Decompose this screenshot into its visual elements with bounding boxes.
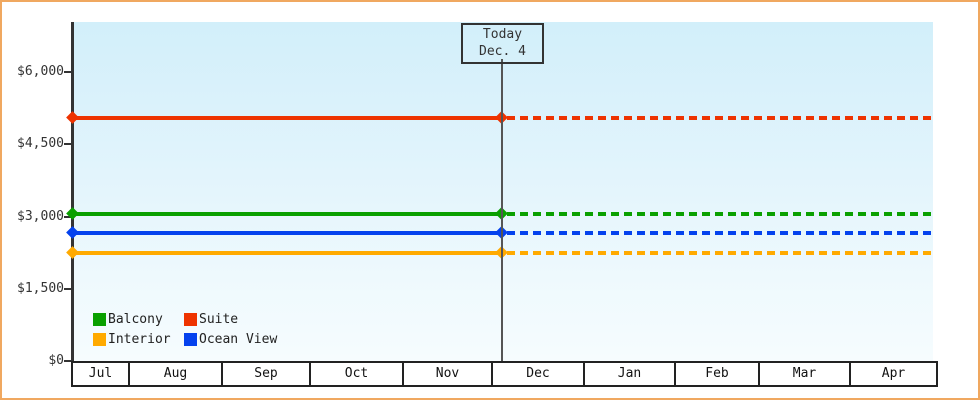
legend-label: Suite xyxy=(199,312,239,327)
legend-swatch-suite xyxy=(184,313,197,326)
legend-label: Interior xyxy=(108,332,171,347)
series-projection-balcony xyxy=(507,212,933,217)
legend-item-balcony: Balcony xyxy=(93,312,184,327)
x-axis-month-cell-apr: Apr xyxy=(881,366,906,381)
legend-label: Balcony xyxy=(108,312,163,327)
x-axis-month-cell-mar: Mar xyxy=(760,363,851,385)
series-projection-ocean-view xyxy=(507,231,933,236)
legend-label: Ocean View xyxy=(199,332,278,347)
today-label: Today xyxy=(482,27,523,42)
y-axis-tick-mark xyxy=(64,360,72,362)
x-axis-month-cell-nov: Nov xyxy=(404,363,493,385)
y-axis-tick-label: $3,000 xyxy=(17,208,64,224)
x-axis-month-cell-sep: Sep xyxy=(223,363,311,385)
x-axis-month-row: Jul Aug Sep Oct Nov Dec Jan Feb Mar Apr xyxy=(71,361,938,387)
series-line-suite xyxy=(73,115,502,120)
x-axis-month-cell-jul: Jul xyxy=(73,363,130,385)
y-axis-tick-mark xyxy=(64,287,72,290)
series-line-ocean-view xyxy=(73,231,502,236)
y-axis xyxy=(71,22,74,362)
x-axis-month-cell-dec: Dec xyxy=(493,363,585,385)
series-line-balcony xyxy=(73,212,502,217)
legend-item-ocean-view: Ocean View xyxy=(184,332,277,347)
y-axis-tick-mark xyxy=(64,143,72,146)
y-axis-tick-label: $0 xyxy=(48,353,64,368)
today-annotation-box: Today Dec. 4 xyxy=(461,23,544,64)
y-axis-tick-label: $6,000 xyxy=(17,64,64,79)
y-axis-tick-mark xyxy=(64,71,72,73)
legend-swatch-ocean-view xyxy=(184,333,197,346)
x-axis-month-cell-feb: Feb xyxy=(676,363,760,385)
series-line-interior xyxy=(73,250,502,255)
legend: Balcony Suite Interior Ocean View xyxy=(93,312,277,347)
plot-area xyxy=(73,22,933,361)
today-date-label: Dec. 4 xyxy=(479,44,526,59)
x-axis-month-cell-aug: Aug xyxy=(130,363,223,385)
series-projection-suite xyxy=(507,115,933,120)
today-line xyxy=(501,59,503,361)
y-axis-tick-label: $4,500 xyxy=(17,136,64,152)
series-projection-interior xyxy=(507,250,933,255)
legend-swatch-interior xyxy=(93,333,106,346)
legend-item-suite: Suite xyxy=(184,312,277,327)
y-axis-tick-label: $1,500 xyxy=(17,280,64,296)
legend-item-interior: Interior xyxy=(93,332,184,347)
x-axis-month-cell-jan: Jan xyxy=(585,363,676,385)
y-axis-tick-mark xyxy=(64,215,72,218)
x-axis-month-cell-oct: Oct xyxy=(311,363,404,385)
legend-swatch-balcony xyxy=(93,313,106,326)
